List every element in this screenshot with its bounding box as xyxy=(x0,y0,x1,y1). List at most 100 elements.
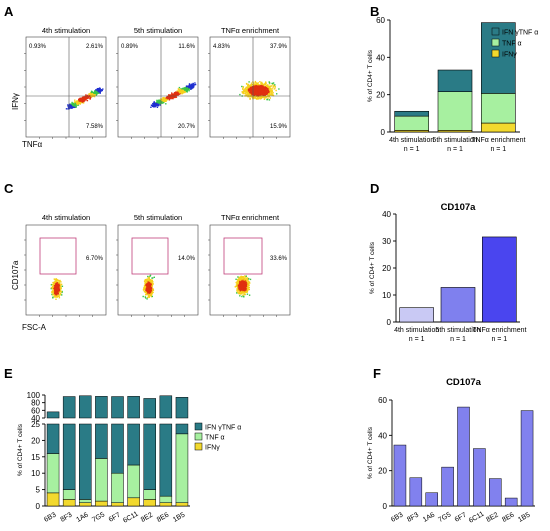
panel-b-y-label: % of CD4+ T cells xyxy=(367,49,374,102)
panel-f-x-tick-label: 8E2 xyxy=(485,512,499,524)
panel-a-quadrant-ul: 0.93% xyxy=(29,44,47,50)
panel-a-quadrant-lr: 20.7% xyxy=(178,124,196,130)
panel-e-lower-y-tick-label: 25 xyxy=(31,420,40,429)
panel-letter-e: E xyxy=(4,366,13,381)
panel-b-legend-label: TNF α xyxy=(502,41,522,48)
panel-d-y-tick-label: 20 xyxy=(382,264,391,273)
panel-c-x-label: FSC-A xyxy=(22,323,47,332)
panel-e-upper-y-tick-label: 40 xyxy=(31,414,40,423)
panel-a-quadrant-ul: 0.89% xyxy=(121,44,139,50)
panel-d-bar xyxy=(440,287,476,323)
panel-f-x-tick-label: 8F3 xyxy=(406,512,420,524)
panel-b-x-tick-label: TNFα enrichment xyxy=(471,137,525,144)
panel-c: CD107a FSC-A 4th stimulation 6.70% 5th sti… xyxy=(11,213,291,332)
panel-b-x-tick-label: 4th stimulation xyxy=(389,137,434,144)
panel-e-bar-segment xyxy=(175,502,189,507)
panel-b-y-tick-label: 60 xyxy=(376,16,385,25)
panel-f-y-tick-label: 40 xyxy=(378,431,387,440)
panel-b-bar-segment xyxy=(394,110,429,117)
panel-e-lower-y-tick-label: 5 xyxy=(36,486,41,495)
panel-f-bar xyxy=(504,497,518,507)
panel-e-y-label: % of CD4+ T cells xyxy=(17,423,24,476)
panel-e-bar-segment-upper xyxy=(95,396,108,419)
panel-e-bar-segment xyxy=(175,433,189,503)
panel-b-legend-swatch xyxy=(491,27,500,36)
panel-b-legend-label: IFNγ xyxy=(502,52,517,59)
panel-b-legend-swatch xyxy=(491,49,500,58)
panel-e-bar-segment xyxy=(46,492,60,507)
panel-a-plot-title: 4th stimulation xyxy=(42,26,90,35)
panel-d-bar xyxy=(399,307,434,323)
panel-a-plot-title: TNFα enrichment xyxy=(221,26,280,35)
panel-e-lower-y-tick-label: 10 xyxy=(31,469,40,478)
panel-a-quadrant-lr: 15.9% xyxy=(270,124,288,130)
panel-d-y-label: % of CD4+ T cells xyxy=(369,241,376,294)
panel-f-x-tick-label: 1B5 xyxy=(517,512,531,524)
panel-e-bar-segment xyxy=(79,499,92,503)
panel-a-quadrant-lr: 7.58% xyxy=(86,124,104,130)
panel-e-x-tick-label: 1A6 xyxy=(75,512,89,524)
panel-c-gate-percent: 33.6% xyxy=(270,256,288,262)
panel-e-bar-segment-upper xyxy=(79,395,92,419)
panel-b-chart: 0 20 40 60 % of CD4+ T cells 4th stimulation n… xyxy=(367,16,538,153)
panel-f-bar xyxy=(393,444,407,507)
panel-e-bar-segment xyxy=(127,464,140,499)
panel-letter-b: B xyxy=(370,4,379,19)
panel-e-upper-y-tick-label: 100 xyxy=(27,391,41,400)
panel-d-title: CD107a xyxy=(441,202,477,213)
panel-d-x-tick-label: 4th stimulation xyxy=(394,327,439,334)
panel-e-legend-label: TNF α xyxy=(205,435,225,442)
panel-b-y-tick-label: 0 xyxy=(381,128,386,137)
panel-a: IFNγ TNFα 4th stimulation 0.93% 2.61% 7.58%… xyxy=(11,26,291,149)
panel-f-chart: CD107a 0 20 40 60 % of CD4+ T cells 6B3 8F3 1A6 7… xyxy=(367,377,535,525)
panel-b-bar-segment xyxy=(481,122,516,133)
panel-a-quadrant-ur: 11.6% xyxy=(178,44,195,50)
panel-b-legend-swatch xyxy=(491,38,500,47)
panel-e-bar-segment-upper xyxy=(159,395,173,419)
panel-c-gate xyxy=(131,237,169,275)
panel-letter-f: F xyxy=(373,366,381,381)
panel-e-lower-y-tick-label: 0 xyxy=(36,502,41,511)
panel-e-bar-segment-upper xyxy=(62,396,76,419)
panel-e-lower-y-tick-label: 20 xyxy=(31,436,40,445)
panel-e-bar-segment-upper xyxy=(143,398,156,419)
panel-d-chart: CD107a 0 10 20 30 40 % of CD4+ T cells 4th stim… xyxy=(369,202,526,343)
panel-d-x-tick-sub: n = 1 xyxy=(491,336,507,343)
panel-a-x-label: TNFα xyxy=(22,140,43,149)
panel-a-plot xyxy=(116,36,199,139)
panel-b-legend-label: IFN γTNF α xyxy=(502,30,538,37)
panel-e-bar-segment xyxy=(46,453,60,494)
panel-b-x-tick-sub: n = 1 xyxy=(404,146,420,153)
panel-e-bar-segment-upper xyxy=(111,396,124,419)
panel-f-y-label: % of CD4+ T cells xyxy=(367,426,374,479)
panel-f-x-tick-label: 6C11 xyxy=(468,511,486,525)
panel-e-x-tick-label: 6C11 xyxy=(122,511,140,525)
panel-b-bar-segment xyxy=(481,93,516,124)
panel-e-x-tick-label: 6F7 xyxy=(108,512,122,524)
panel-d-x-tick-sub: n = 1 xyxy=(409,336,425,343)
panel-a-quadrant-ur: 2.61% xyxy=(86,44,104,50)
panel-c-gate-percent: 6.70% xyxy=(86,256,104,262)
panel-e-bar-segment xyxy=(143,489,156,500)
panel-b-x-tick-label: 5th stimulation xyxy=(432,137,477,144)
panel-e-bar-segment xyxy=(79,423,92,500)
panel-f-x-tick-label: 6F7 xyxy=(454,512,468,524)
panel-e-bar-segment xyxy=(111,472,124,503)
panel-e-bar-segment xyxy=(127,423,140,466)
panel-e-bar-segment xyxy=(159,502,173,507)
panel-a-plots: 4th stimulation 0.93% 2.61% 7.58% 5th stimul… xyxy=(24,26,291,139)
panel-f-title: CD107a xyxy=(446,377,482,388)
panel-e-x-tick-label: 8E6 xyxy=(156,512,170,524)
panel-f-x-tick-label: 1A6 xyxy=(422,512,436,524)
panel-e-bar-segment-upper xyxy=(46,411,60,419)
panel-e-bar-segment xyxy=(143,423,156,490)
panel-e-bar-segment xyxy=(127,497,140,507)
panel-e-x-tick-label: 7G5 xyxy=(91,511,106,524)
panel-c-gate xyxy=(223,237,263,275)
panel-f-y-tick-label: 0 xyxy=(383,502,388,511)
panel-b-y-tick-label: 40 xyxy=(376,53,385,62)
panel-e-x-tick-label: 8F3 xyxy=(59,512,73,524)
panel-e-bar-segment xyxy=(143,499,156,507)
